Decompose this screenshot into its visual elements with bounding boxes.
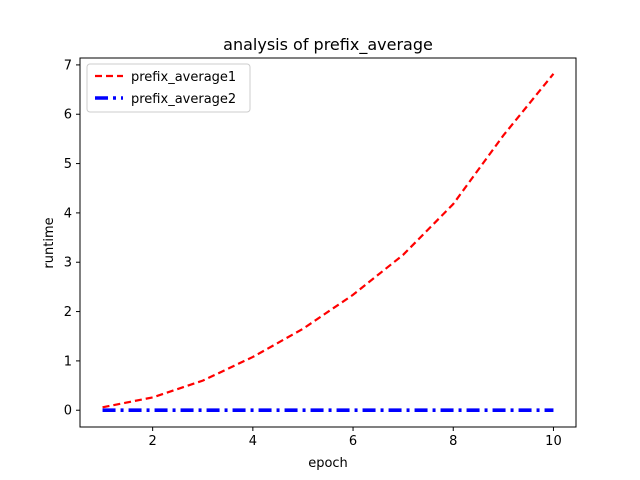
series-layer bbox=[102, 73, 555, 413]
y-tick-label: 3 bbox=[64, 256, 72, 271]
y-tick-label: 2 bbox=[64, 305, 72, 320]
plot-frame bbox=[79, 57, 577, 428]
x-axis-label: epoch bbox=[308, 456, 348, 471]
y-tick-label: 1 bbox=[64, 354, 72, 369]
series-line-prefix-average1 bbox=[102, 73, 555, 409]
legend-label-prefix-average1: prefix_average1 bbox=[131, 70, 236, 85]
chart-title: analysis of prefix_average bbox=[223, 35, 433, 55]
x-tick-label: 10 bbox=[545, 434, 562, 449]
y-tick-label: 0 bbox=[64, 404, 72, 419]
plot-area: 2 4 6 8 10 0 1 2 3 4 5 6 7 bbox=[64, 57, 577, 449]
legend-label-prefix-average2: prefix_average2 bbox=[131, 92, 236, 107]
x-tick-label: 8 bbox=[449, 434, 457, 449]
x-tick-label: 4 bbox=[249, 434, 257, 449]
y-axis-ticks: 0 1 2 3 4 5 6 7 bbox=[64, 58, 80, 419]
y-tick-label: 6 bbox=[64, 108, 72, 123]
x-tick-label: 2 bbox=[149, 434, 157, 449]
legend-frame bbox=[86, 63, 251, 113]
x-tick-label: 6 bbox=[349, 434, 357, 449]
x-axis-ticks: 2 4 6 8 10 bbox=[149, 427, 562, 449]
legend: prefix_average1 prefix_average2 bbox=[86, 63, 251, 113]
y-tick-label: 4 bbox=[64, 206, 72, 221]
y-axis-label: runtime bbox=[42, 217, 57, 268]
plot-background bbox=[80, 58, 576, 427]
y-tick-label: 7 bbox=[64, 58, 72, 73]
y-tick-label: 5 bbox=[64, 157, 72, 172]
